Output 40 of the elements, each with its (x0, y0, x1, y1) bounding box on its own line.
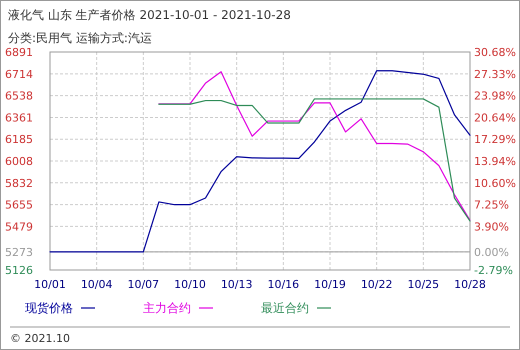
y2-tick-label: 23.98% (474, 90, 516, 103)
x-tick-label: 10/10 (174, 278, 206, 291)
y-tick-label: 6008 (5, 155, 33, 168)
y2-tick-label: 7.25% (474, 198, 509, 212)
x-tick-label: 10/19 (314, 278, 346, 291)
line-series (158, 98, 471, 222)
y2-tick-label: 30.68% (474, 46, 516, 59)
y-tick-label: 6891 (5, 46, 33, 59)
text: © 2021.10 (10, 332, 70, 345)
y-tick-label: 6361 (5, 111, 33, 124)
x-tick-label: 10/07 (127, 278, 160, 291)
y-tick-label: 5479 (5, 220, 33, 234)
chart-subtitle: 分类:民用气 运输方式:汽运 (8, 31, 152, 45)
y-tick-label: 5273 (5, 246, 33, 259)
y-tick-label: 5832 (5, 176, 33, 190)
x-tick-label: 10/22 (360, 278, 393, 291)
x-tick-label: 10/04 (80, 278, 113, 291)
legend-label: 现货价格 (25, 301, 73, 315)
x-tick-label: 10/28 (454, 278, 486, 291)
line-series (49, 70, 471, 252)
y-tick-label: 6538 (5, 90, 33, 103)
y-tick-label: 5655 (5, 198, 33, 212)
x-tick-label: 10/13 (220, 278, 253, 291)
y-tick-label: 6714 (5, 68, 33, 81)
x-tick-label: 10/25 (407, 278, 440, 291)
y2-tick-label: 17.29% (474, 133, 516, 146)
y2-tick-label: 0.00% (474, 246, 509, 259)
y-tick-label: 6185 (5, 133, 33, 146)
chart-title: 液化气 山东 生产者价格 2021-10-01 - 2021-10-28 (8, 8, 291, 22)
y2-tick-label: 20.64% (474, 111, 516, 124)
legend-label: 主力合约 (143, 301, 191, 315)
y2-tick-label: 13.94% (474, 155, 516, 168)
x-tick-label: 10/16 (267, 278, 300, 291)
y2-tick-label: 27.33% (474, 68, 516, 81)
x-tick-label: 10/01 (34, 278, 66, 291)
legend-label: 最近合约 (261, 301, 309, 315)
y-tick-label: 5126 (5, 264, 33, 277)
y2-tick-label: 3.90% (474, 220, 509, 234)
y2-tick-label: 10.60% (474, 176, 516, 190)
y2-tick-label: -2.79% (474, 264, 513, 277)
